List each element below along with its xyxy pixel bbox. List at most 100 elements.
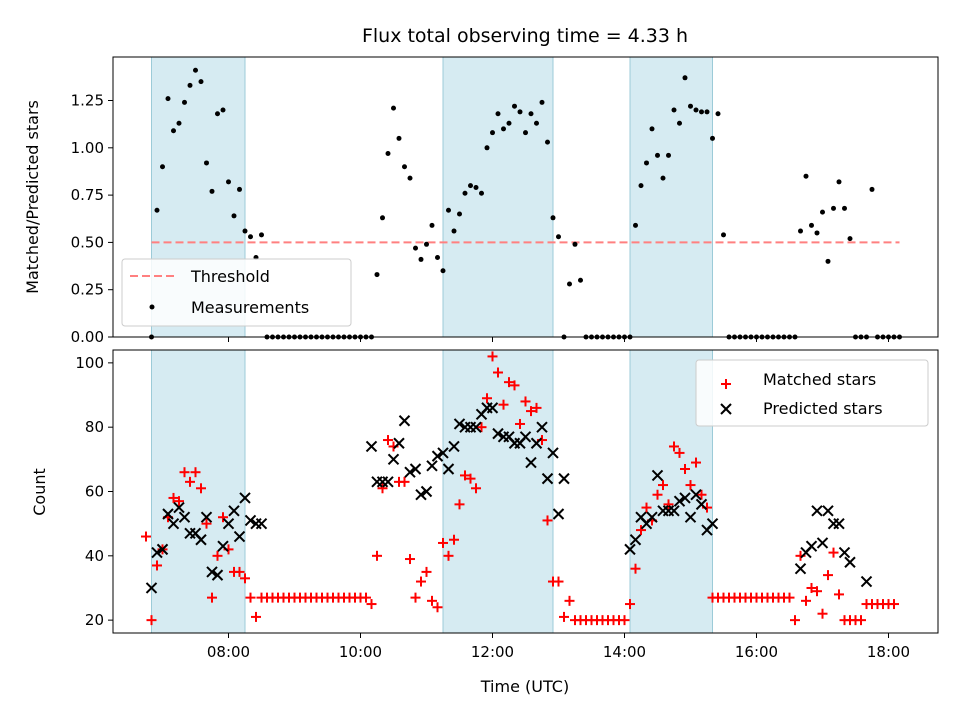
- x-tick-label: 18:00: [867, 643, 910, 661]
- y-tick-label: 0.00: [71, 328, 104, 346]
- chart-title: Flux total observing time = 4.33 h: [362, 25, 688, 47]
- ratio-panel: 0.00 0.25 0.50 0.75 1.00 1.25 Flux total obse…: [23, 25, 939, 346]
- measurement-point: [237, 186, 242, 192]
- ratio-y-axis-label: Matched/Predicted stars: [23, 100, 42, 294]
- predicted-star-point: [822, 505, 834, 517]
- matched-star-point: [443, 550, 454, 561]
- predicted-star-point: [145, 582, 158, 594]
- matched-star-point: [416, 576, 426, 587]
- y-tick-label: 80: [85, 418, 104, 436]
- predicted-star-point: [211, 569, 224, 581]
- measurement-point: [721, 232, 726, 238]
- matched-star-point: [421, 566, 432, 577]
- predicted-star-point: [519, 431, 532, 443]
- shaded-interval: [629, 56, 713, 338]
- matched-star-point: [190, 467, 201, 478]
- matched-star-point: [685, 480, 696, 491]
- predicted-star-point: [646, 511, 658, 523]
- predicted-star-point: [448, 440, 460, 453]
- predicted-star-point: [195, 534, 207, 546]
- predicted-star-point: [558, 472, 570, 485]
- measurement-point: [468, 183, 473, 189]
- predicted-star-point: [860, 575, 873, 588]
- measurement-point: [798, 228, 803, 234]
- measurement-point: [688, 103, 693, 109]
- predicted-star-point: [398, 415, 411, 427]
- matched-star-point: [641, 502, 652, 513]
- predicted-star-point: [684, 511, 697, 523]
- ratio-panel-frame: [112, 56, 939, 338]
- y-tick-label: 0.50: [71, 233, 104, 251]
- measurement-point: [198, 79, 204, 85]
- matched-star-point: [542, 515, 553, 526]
- matched-star-point: [856, 615, 866, 626]
- matched-star-point: [498, 399, 509, 410]
- measurement-point: [677, 120, 682, 126]
- matched-star-point: [234, 566, 245, 577]
- matched-star-point: [476, 422, 487, 433]
- measurement-point: [374, 272, 380, 278]
- matched-star-point: [383, 435, 393, 446]
- measurement-point: [831, 205, 836, 211]
- measurement-point: [462, 190, 468, 196]
- measurement-point: [391, 105, 396, 111]
- measurement-point: [572, 241, 578, 247]
- matched-star-point: [372, 550, 382, 561]
- y-tick-label: 0.25: [71, 281, 104, 299]
- measurement-point: [160, 164, 165, 170]
- predicted-star-point: [167, 517, 180, 530]
- matched-star-point: [361, 592, 371, 603]
- measurement-point: [396, 135, 402, 141]
- ratio-legend: Threshold Measurements: [121, 258, 352, 327]
- matched-star-point: [449, 534, 459, 545]
- measurement-point: [842, 205, 847, 211]
- y-tick-label: 1.25: [71, 92, 104, 110]
- measurement-point: [644, 160, 649, 166]
- measurement-point: [545, 139, 550, 145]
- count-y-axis-label: Count: [30, 468, 49, 516]
- predicted-star-point: [679, 492, 691, 504]
- measurement-point: [457, 211, 462, 217]
- predicted-star-point: [151, 546, 163, 559]
- matched-star-point: [245, 592, 256, 603]
- legend-predicted-label: Predicted stars: [763, 399, 883, 418]
- predicted-star-point: [233, 530, 246, 543]
- matched-star-point: [812, 586, 822, 597]
- predicted-star-point: [178, 511, 191, 523]
- count-panel: 20 40 60 80 100 08:00 10:00 12:00 14:00 16:00 18:…: [30, 349, 939, 696]
- predicted-star-point: [156, 543, 169, 556]
- matched-star-point: [889, 599, 899, 610]
- measurement-point: [528, 111, 534, 117]
- legend-predicted-swatch: [720, 403, 732, 415]
- legend-measurement-swatch: [149, 304, 155, 310]
- predicted-star-point: [393, 437, 405, 449]
- matched-star-points: [141, 351, 899, 626]
- matched-star-point: [652, 489, 663, 500]
- measurement-point: [814, 230, 820, 236]
- matched-star-point: [801, 595, 811, 606]
- measurement-point: [682, 75, 688, 81]
- measurement-point: [633, 222, 638, 228]
- predicted-star-point: [706, 517, 719, 530]
- predicted-star-point: [811, 505, 823, 517]
- matched-star-point: [207, 592, 217, 603]
- matched-star-point: [432, 602, 443, 613]
- matched-star-point: [185, 476, 195, 487]
- matched-star-point: [669, 441, 679, 452]
- predicted-star-point: [217, 540, 229, 552]
- ratio-y-ticks: 0.00 0.25 0.50 0.75 1.00 1.25: [71, 92, 113, 346]
- measurement-point: [836, 179, 842, 185]
- matched-star-point: [828, 547, 839, 558]
- measurement-point: [187, 82, 193, 88]
- measurement-point: [578, 277, 583, 283]
- matched-star-point: [196, 483, 206, 494]
- legend-matched-swatch: [721, 379, 731, 389]
- measurement-point: [655, 152, 660, 158]
- matched-star-point: [636, 525, 646, 536]
- measurement-point: [715, 111, 721, 117]
- y-tick-label: 40: [85, 547, 104, 565]
- measurement-point: [660, 175, 666, 181]
- measurement-point: [176, 120, 182, 126]
- matched-star-point: [790, 615, 800, 626]
- measurement-point: [402, 164, 407, 170]
